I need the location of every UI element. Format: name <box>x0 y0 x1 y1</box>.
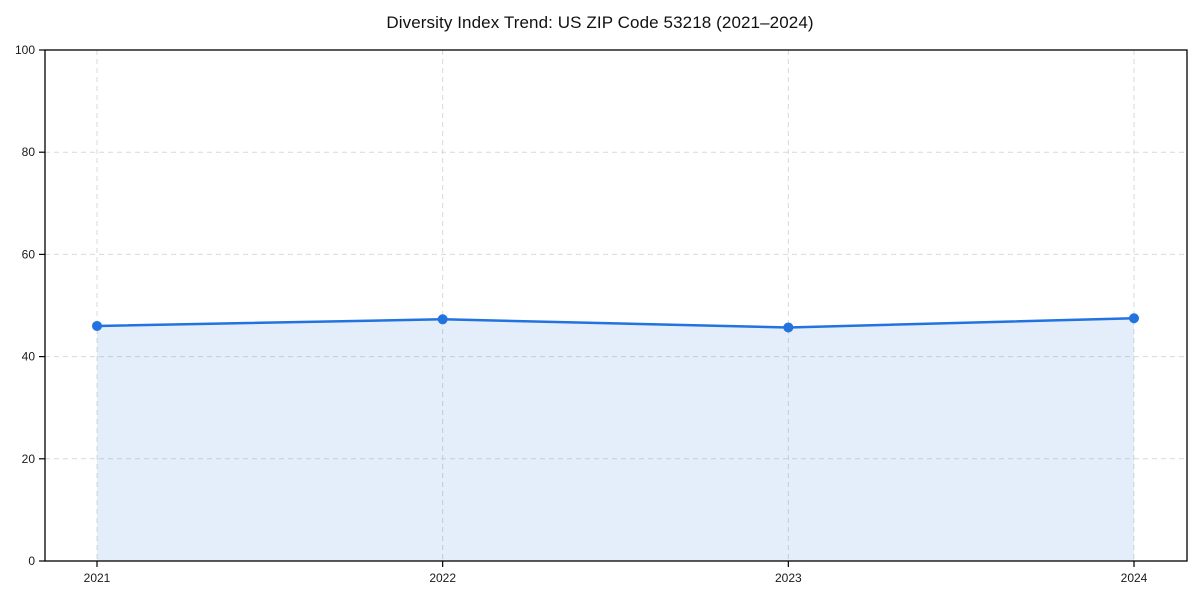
y-tick-label: 40 <box>22 350 36 364</box>
x-tick-label: 2024 <box>1121 571 1148 585</box>
trend-line <box>95 317 1136 329</box>
x-tick-label: 2023 <box>775 571 802 585</box>
data-point <box>1129 313 1139 324</box>
y-tick-label: 0 <box>28 554 35 568</box>
plot-frame <box>44 49 1188 562</box>
data-point <box>437 314 448 325</box>
area-fill <box>97 318 1134 561</box>
y-tick-label: 60 <box>22 247 36 261</box>
x-tick-label: 2022 <box>429 571 456 585</box>
data-point <box>92 320 102 331</box>
data-point <box>783 322 794 333</box>
y-tick-label: 100 <box>15 43 35 57</box>
y-tick-label: 80 <box>22 145 36 159</box>
chart-title: Diversity Index Trend: US ZIP Code 53218… <box>386 13 814 32</box>
x-tick-label: 2021 <box>84 571 111 585</box>
y-tick-label: 20 <box>22 452 36 466</box>
